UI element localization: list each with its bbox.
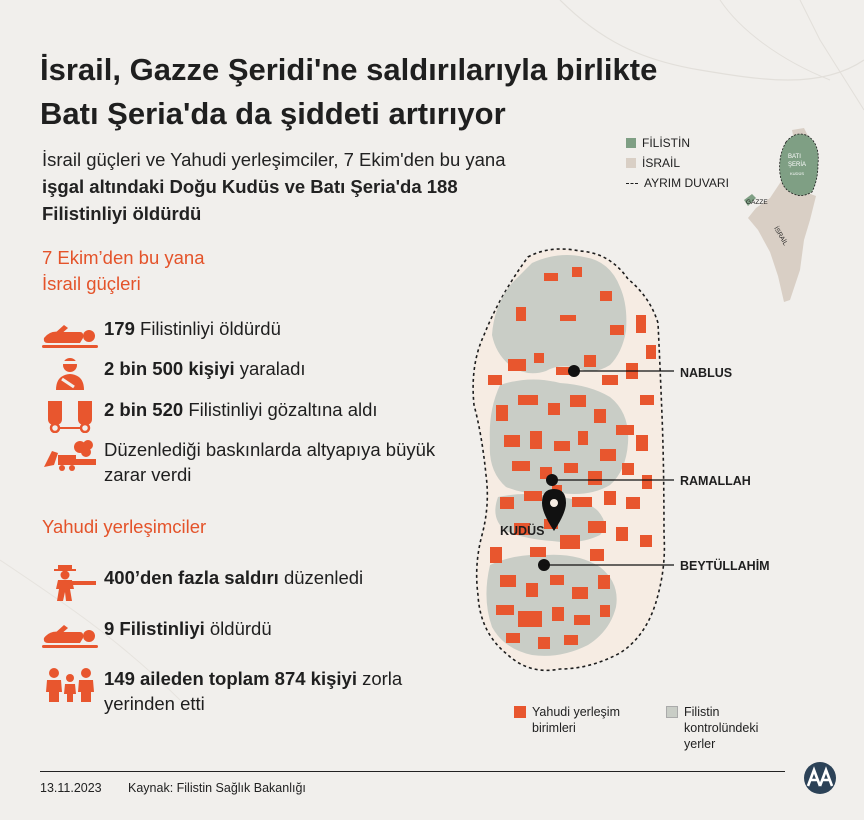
gunman-icon [54, 565, 96, 601]
forces-detained-label: Filistinliyi gözaltına aldı [183, 399, 378, 420]
inset-legend-israel-swatch [626, 158, 636, 168]
forces-item-detained: 2 bin 520 Filistinliyi gözaltına aldı [40, 397, 460, 433]
footer-divider [40, 771, 785, 772]
legend-palestine: Filistin kontrolündeki yerler [684, 704, 758, 752]
intro-paragraph: İsrail güçleri ve Yahudi yerleşimciler, … [42, 146, 522, 227]
intro-text: İsrail güçleri ve Yahudi yerleşimciler, … [42, 149, 506, 170]
settlers-displaced-label: zorla yerinden etti [104, 668, 403, 714]
injured-person-icon [56, 358, 84, 390]
forces-heading: 7 Ekim’den bu yana İsrail güçleri [42, 245, 205, 297]
inset-west-bank-shape [779, 133, 819, 196]
lying-person-icon [42, 625, 98, 648]
settlers-item-attacks-text: 400’den fazla saldırı düzenledi [104, 565, 363, 590]
legend-palestine-line-2: kontrolündeki [684, 721, 759, 735]
inset-legend-wall: AYRIM DUVARI [644, 176, 729, 190]
page-title: İsrail, Gazze Şeridi'ne saldırılarıyla b… [40, 48, 720, 136]
lying-person-icon [42, 325, 98, 348]
jerusalem-pin-icon [542, 489, 566, 531]
family-icon [46, 668, 94, 702]
title-line-1: İsrail, Gazze Şeridi'ne saldırılarıyla b… [40, 52, 658, 87]
settlers-killed-count: 9 Filistinliyi [104, 618, 205, 639]
city-label-nablus: NABLUS [680, 366, 733, 380]
forces-item-injured-text: 2 bin 500 kişiyi yaraladı [104, 356, 306, 381]
legend-palestine-swatch [666, 706, 678, 718]
forces-item-injured: 2 bin 500 kişiyi yaraladı [40, 356, 460, 392]
inset-label-gaza: GAZZE [746, 199, 768, 206]
palestine-area-south [486, 554, 617, 656]
palestine-area-north [492, 255, 627, 374]
forces-item-killed: 179 Filistinliyi öldürdü [40, 316, 460, 352]
forces-item-killed-text: 179 Filistinliyi öldürdü [104, 316, 281, 341]
settlers-item-attacks: 400’den fazla saldırı düzenledi [40, 565, 460, 601]
inset-gaza-shape [744, 194, 756, 206]
forces-injured-label: yaraladı [234, 358, 306, 379]
inset-label-jerusalem: KUDÜS [790, 171, 804, 176]
footer-source: Kaynak: Filistin Sağlık Bakanlığı [128, 781, 306, 795]
aa-logo [804, 762, 836, 794]
bulldozer-icon [44, 440, 96, 471]
settlers-displaced-count: 149 aileden toplam 874 kişiyi [104, 668, 357, 689]
title-line-2: Batı Şeria'da da şiddeti artırıyor [40, 96, 506, 131]
settlers-attacks-count: 400’den fazla saldırı [104, 567, 279, 588]
footer-date: 13.11.2023 [40, 781, 102, 795]
settlers-attacks-label: düzenledi [278, 567, 364, 588]
inset-legend-palestine: FİLİSTİN [642, 136, 691, 150]
inset-map: BATI ŞERİA KUDÜS GAZZE İSRAİL [744, 128, 819, 302]
city-label-bethlehem: BEYTÜLLAHİM [680, 559, 770, 573]
inset-legend-wall-swatch [626, 183, 638, 184]
settlers-item-displaced: 149 aileden toplam 874 kişiyi zorla yeri… [40, 666, 460, 716]
handcuffs-icon [48, 401, 92, 433]
inset-label-west-bank-2: ŞERİA [788, 161, 806, 168]
forces-item-detained-text: 2 bin 520 Filistinliyi gözaltına aldı [104, 397, 378, 422]
forces-item-infrastructure: Düzenlediği baskınlarda altyapıya büyük … [40, 437, 460, 487]
city-label-ramallah: RAMALLAH [680, 474, 751, 488]
forces-heading-line-1: 7 Ekim’den bu yana [42, 247, 205, 268]
legend-settlement: Yahudi yerleşim birimleri [532, 704, 620, 736]
forces-killed-label: Filistinliyi öldürdü [134, 318, 281, 339]
west-bank-map [472, 248, 674, 672]
inset-label-west-bank-1: BATI [788, 154, 801, 160]
forces-injured-count: 2 bin 500 kişiyi [104, 358, 235, 379]
forces-killed-count: 179 [104, 318, 135, 339]
inset-legend-palestine-swatch [626, 138, 636, 148]
legend-settlement-swatch [514, 706, 526, 718]
settlers-heading: Yahudi yerleşimciler [42, 516, 207, 537]
intro-bold-text: işgal altındaki Doğu Kudüs ve Batı Şeria… [42, 176, 458, 224]
legend-palestine-line-3: yerler [684, 737, 716, 751]
forces-heading-line-2: İsrail güçleri [42, 273, 141, 294]
inset-legend-israel: İSRAİL [642, 156, 681, 170]
settlers-item-killed-text: 9 Filistinliyi öldürdü [104, 616, 272, 641]
settlers-item-killed: 9 Filistinliyi öldürdü [40, 616, 460, 652]
legend-settlement-line-1: Yahudi yerleşim [532, 705, 621, 719]
forces-infrastructure-label: Düzenlediği baskınlarda altyapıya büyük … [104, 439, 436, 485]
legend-palestine-line-1: Filistin [684, 705, 720, 719]
legend-settlement-line-2: birimleri [532, 721, 576, 735]
settlers-item-displaced-text: 149 aileden toplam 874 kişiyi zorla yeri… [104, 666, 434, 716]
inset-israel-shape [748, 128, 816, 302]
city-label-jerusalem: KUDÜS [500, 524, 545, 538]
settlers-killed-label: öldürdü [204, 618, 272, 639]
forces-item-infrastructure-text: Düzenlediği baskınlarda altyapıya büyük … [104, 437, 444, 487]
forces-detained-count: 2 bin 520 [104, 399, 184, 420]
